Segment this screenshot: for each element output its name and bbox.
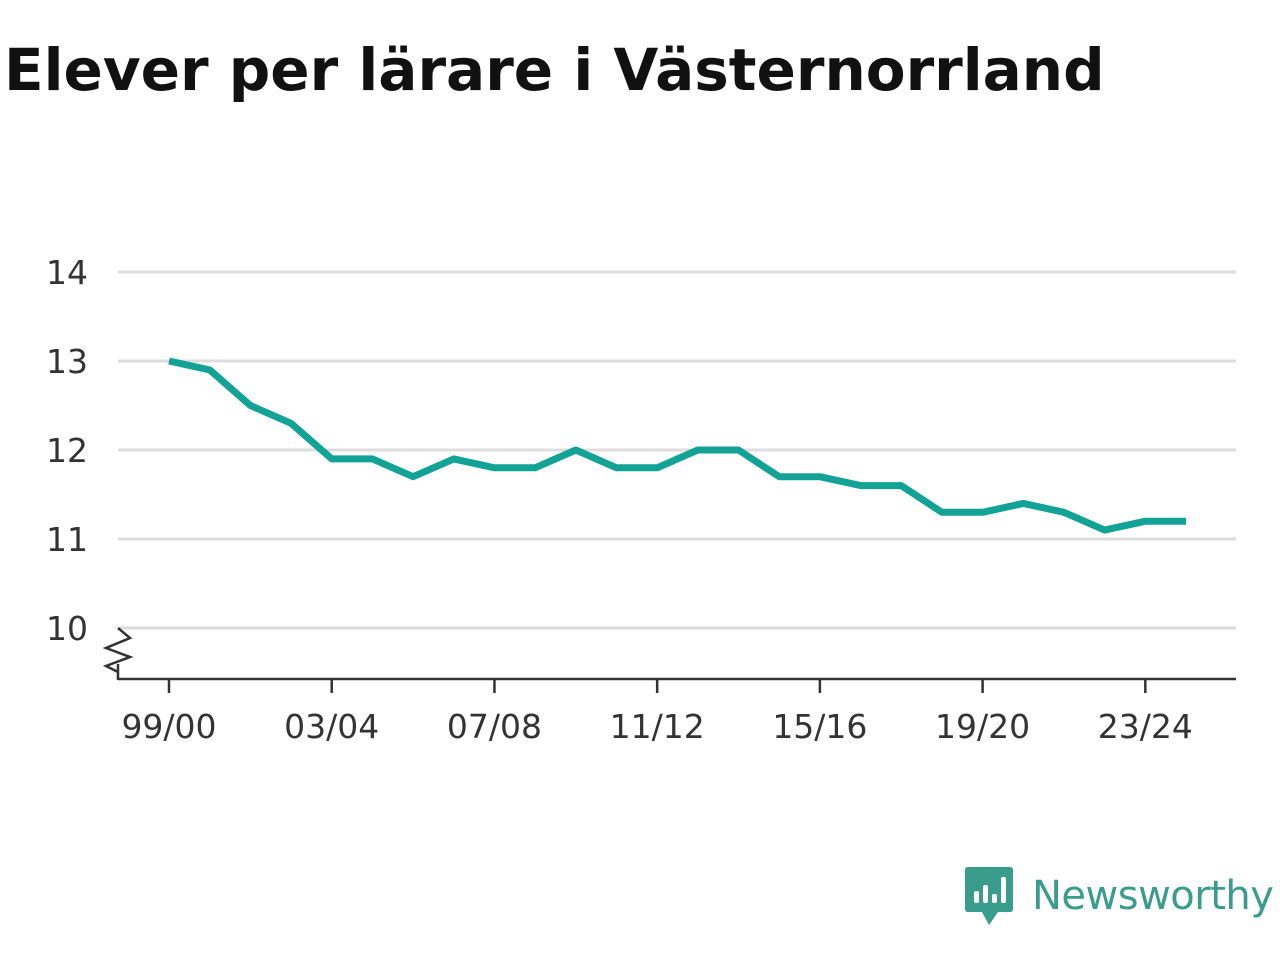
x-tick-label: 11/12	[610, 707, 705, 746]
x-tick-label: 15/16	[772, 707, 867, 746]
brand-logo: Newsworthy	[964, 864, 1274, 928]
y-tick-label: 10	[46, 609, 88, 648]
x-tick-label: 07/08	[447, 707, 542, 746]
y-tick-label: 12	[46, 431, 88, 470]
y-tick-label: 13	[46, 342, 88, 381]
newsworthy-logo-icon	[965, 867, 1013, 925]
series-line-0	[168, 357, 1186, 534]
x-tick-label: 03/04	[284, 707, 379, 746]
chart-title: Elever per lärare i Västernorrland	[4, 36, 1105, 104]
y-tick-label: 11	[46, 520, 88, 559]
y-axis-break-icon	[102, 627, 134, 674]
tick-labels: 10 11 12 13 14 99/00 03/04 07/08 11/12 15/16 19/20…	[46, 253, 1193, 746]
brand-name: Newsworthy	[1032, 873, 1274, 919]
axes	[102, 627, 1236, 693]
x-tick-label: 19/20	[935, 707, 1030, 746]
y-tick-label: 14	[46, 253, 88, 292]
x-tick-label: 99/00	[121, 707, 216, 746]
x-tick-label: 23/24	[1098, 707, 1193, 746]
gridlines	[118, 270, 1236, 630]
series	[168, 357, 1186, 534]
